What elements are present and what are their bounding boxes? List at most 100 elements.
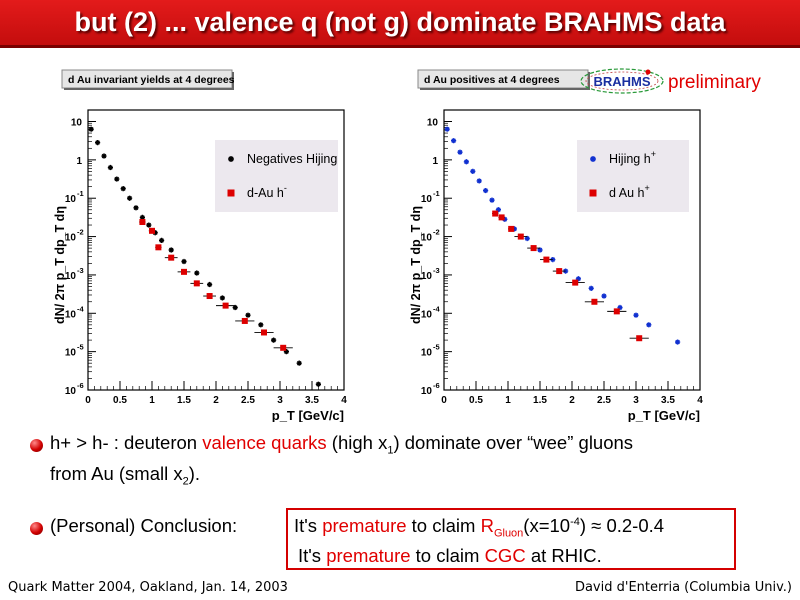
chart-title: d Au positives at 4 degrees	[424, 74, 560, 86]
data-point-square	[206, 293, 213, 300]
data-point-star	[457, 149, 463, 155]
y-tick-label: 10	[65, 233, 77, 244]
data-point-star	[232, 304, 238, 311]
data-point-square	[149, 227, 155, 234]
x-tick-label: 0.5	[469, 395, 483, 406]
y-tick-label: 10	[65, 348, 77, 359]
y-tick-label: 10	[421, 194, 433, 205]
data-point-star	[476, 178, 482, 184]
legend-entry: Hijing h+	[609, 149, 656, 166]
data-point-star	[219, 295, 225, 301]
x-tick-label: 2.5	[597, 395, 611, 406]
y-tick-exponent: -4	[433, 304, 440, 313]
data-point-star	[258, 322, 264, 328]
x-tick-label: 1	[505, 395, 511, 406]
chart-legend: Hijing h+ d Au h+	[577, 140, 689, 212]
y-tick-exponent: -1	[433, 189, 440, 198]
data-point-star	[463, 159, 469, 165]
bullet1-line2: from Au (small x2).	[50, 463, 201, 488]
legend-entry-sup: +	[644, 183, 649, 193]
slide-title: but (2) ... valence q (not g) dominate B…	[0, 0, 800, 48]
data-point-star	[444, 126, 450, 132]
x-axis-label: p_T [GeV/c]	[272, 408, 344, 422]
y-tick-exponent: -5	[77, 343, 84, 352]
data-point-star	[181, 258, 187, 265]
legend-background	[215, 140, 338, 212]
legend-marker-square	[227, 189, 235, 197]
y-tick-label: 10	[421, 348, 433, 359]
data-point-star	[502, 216, 508, 222]
data-point-star	[139, 214, 145, 220]
data-point-star	[511, 226, 517, 232]
data-point-star	[489, 197, 495, 203]
x-tick-label: 1.5	[533, 395, 547, 406]
series-negatives-hijing	[88, 126, 321, 387]
preliminary-label: preliminary	[668, 72, 761, 93]
data-point-star	[146, 222, 152, 228]
legend-marker-star	[228, 156, 234, 162]
y-tick-exponent: -2	[77, 228, 84, 237]
y-tick-exponent: -5	[433, 343, 440, 352]
data-point-square	[222, 302, 229, 309]
data-point-star	[451, 138, 457, 144]
data-point-star	[483, 187, 489, 194]
data-point-star	[133, 205, 139, 211]
data-point-star	[88, 126, 94, 132]
conclusion-label: (Personal) Conclusion:	[50, 515, 238, 536]
data-point-star	[120, 186, 126, 192]
x-tick-label: 2.5	[241, 395, 255, 406]
chart-legend: Negatives Hijing d-Au h-	[215, 140, 338, 212]
conclusion-line2: It's premature to claim CGC at RHIC.	[298, 545, 602, 566]
data-point-star	[646, 322, 652, 328]
x-tick-label: 2	[569, 395, 575, 406]
x-tick-label: 0.5	[113, 395, 127, 406]
data-point-star	[575, 276, 581, 282]
y-tick-exponent: -4	[77, 304, 84, 313]
y-tick-label: 10	[421, 309, 433, 320]
y-tick-label: 10	[65, 386, 77, 397]
data-point-square	[261, 329, 267, 336]
brahms-logo: BRAHMS	[580, 68, 664, 94]
data-point-star	[207, 281, 213, 288]
data-point-star	[617, 304, 623, 311]
data-point-star	[588, 285, 594, 291]
legend-entry: d-Au h-	[247, 183, 287, 200]
y-tick-exponent: -2	[433, 228, 440, 237]
x-tick-label: 3	[277, 395, 283, 406]
x-tick-label: 3	[633, 395, 639, 406]
data-point-square	[193, 280, 200, 287]
valence-quarks-highlight: valence quarks	[202, 432, 327, 453]
y-tick-label: 10	[65, 309, 77, 320]
data-point-star	[296, 360, 302, 366]
data-point-square	[636, 335, 643, 342]
bullet-icon	[30, 522, 43, 535]
y-tick-label: 10	[421, 386, 433, 397]
x-axis-label: p_T [GeV/c]	[628, 408, 700, 422]
y-tick-label: 1	[76, 156, 82, 167]
y-tick-label: 10	[65, 194, 77, 205]
data-point-square	[139, 219, 146, 225]
data-point-star	[271, 337, 277, 343]
x-tick-label: 2	[213, 395, 219, 406]
slide-title-text: but (2) ... valence q (not g) dominate B…	[74, 7, 726, 37]
legend-entry: d Au h+	[609, 183, 650, 200]
data-point-square	[508, 225, 515, 232]
data-point-square	[181, 268, 187, 275]
x-tick-label: 1	[149, 395, 155, 406]
data-point-square	[168, 254, 175, 261]
legend-entry-sup: +	[651, 149, 656, 159]
data-point-star	[470, 168, 476, 174]
y-tick-label: 1	[432, 156, 438, 167]
x-tick-label: 1.5	[177, 395, 191, 406]
data-point-star	[159, 237, 165, 244]
y-tick-label: 10	[421, 271, 433, 282]
data-point-square	[543, 256, 550, 263]
y-tick-exponent: -6	[433, 381, 440, 390]
logo-text: BRAHMS	[593, 74, 650, 89]
chart-title-box: d Au positives at 4 degrees	[417, 69, 590, 90]
y-axis-label: dN/ 2π p_T dp_T dη	[53, 206, 67, 324]
y-tick-label: 10	[421, 233, 433, 244]
data-point-square	[572, 279, 579, 286]
data-point-star	[101, 153, 107, 159]
data-point-star	[537, 247, 543, 253]
